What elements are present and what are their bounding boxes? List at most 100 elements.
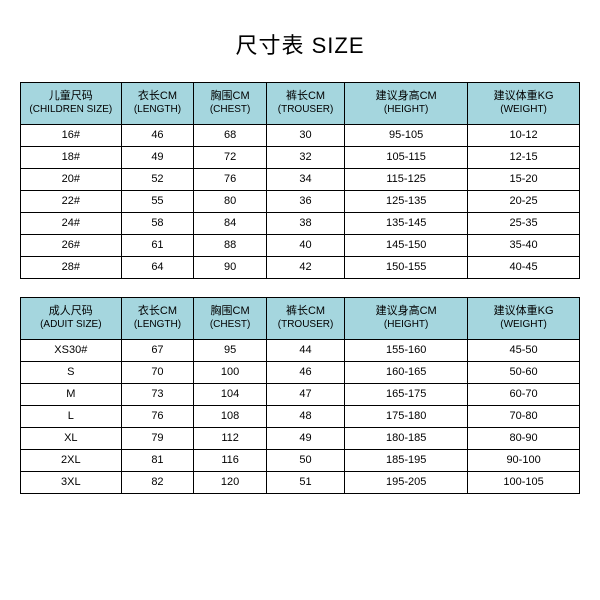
header-cn: 胸围CM	[196, 305, 264, 319]
column-header: 成人尺码(ADUIT SIZE)	[21, 298, 122, 340]
cell: 35-40	[468, 235, 580, 257]
table-row: 18#497232105-11512-15	[21, 147, 580, 169]
header-en: (WEIGHT)	[470, 104, 577, 117]
cell: 30	[266, 125, 344, 147]
cell: 90-100	[468, 450, 580, 472]
cell: 46	[266, 362, 344, 384]
cell: 52	[121, 169, 194, 191]
cell: 108	[194, 406, 267, 428]
cell: 104	[194, 384, 267, 406]
cell: 46	[121, 125, 194, 147]
header-en: (ADUIT SIZE)	[23, 319, 119, 332]
cell: 79	[121, 428, 194, 450]
cell: 68	[194, 125, 267, 147]
cell: 145-150	[345, 235, 468, 257]
cell: 49	[121, 147, 194, 169]
cell: 105-115	[345, 147, 468, 169]
cell: 155-160	[345, 340, 468, 362]
header-en: (TROUSER)	[269, 104, 342, 117]
header-cn: 建议身高CM	[347, 305, 465, 319]
cell: 73	[121, 384, 194, 406]
table-row: S7010046160-16550-60	[21, 362, 580, 384]
table-row: 2XL8111650185-19590-100	[21, 450, 580, 472]
column-header: 衣长CM(LENGTH)	[121, 298, 194, 340]
cell: 80	[194, 191, 267, 213]
cell: 10-12	[468, 125, 580, 147]
column-header: 衣长CM(LENGTH)	[121, 83, 194, 125]
cell: L	[21, 406, 122, 428]
header-cn: 成人尺码	[23, 305, 119, 319]
cell: 76	[194, 169, 267, 191]
header-en: (CHEST)	[196, 319, 264, 332]
cell: 40-45	[468, 257, 580, 279]
cell: 48	[266, 406, 344, 428]
header-cn: 裤长CM	[269, 90, 342, 104]
cell: 70-80	[468, 406, 580, 428]
cell: 32	[266, 147, 344, 169]
adult-header-row: 成人尺码(ADUIT SIZE)衣长CM(LENGTH)胸围CM(CHEST)裤…	[21, 298, 580, 340]
cell: 116	[194, 450, 267, 472]
cell: 28#	[21, 257, 122, 279]
cell: 95-105	[345, 125, 468, 147]
table-gap	[20, 279, 580, 297]
cell: 180-185	[345, 428, 468, 450]
header-en: (WEIGHT)	[470, 319, 577, 332]
header-cn: 儿童尺码	[23, 90, 119, 104]
cell: 80-90	[468, 428, 580, 450]
cell: XS30#	[21, 340, 122, 362]
column-header: 建议体重KG(WEIGHT)	[468, 83, 580, 125]
table-row: 20#527634115-12515-20	[21, 169, 580, 191]
cell: 185-195	[345, 450, 468, 472]
cell: 195-205	[345, 472, 468, 494]
cell: 12-15	[468, 147, 580, 169]
table-row: XL7911249180-18580-90	[21, 428, 580, 450]
table-row: XS30#679544155-16045-50	[21, 340, 580, 362]
cell: 84	[194, 213, 267, 235]
cell: 60-70	[468, 384, 580, 406]
cell: 175-180	[345, 406, 468, 428]
header-en: (CHILDREN SIZE)	[23, 104, 119, 117]
table-row: 16#46683095-10510-12	[21, 125, 580, 147]
adult-size-table: 成人尺码(ADUIT SIZE)衣长CM(LENGTH)胸围CM(CHEST)裤…	[20, 297, 580, 494]
table-row: M7310447165-17560-70	[21, 384, 580, 406]
cell: 50-60	[468, 362, 580, 384]
cell: 90	[194, 257, 267, 279]
header-cn: 建议体重KG	[470, 90, 577, 104]
cell: 18#	[21, 147, 122, 169]
cell: 49	[266, 428, 344, 450]
table-row: 3XL8212051195-205100-105	[21, 472, 580, 494]
cell: 160-165	[345, 362, 468, 384]
cell: 20#	[21, 169, 122, 191]
cell: 95	[194, 340, 267, 362]
cell: XL	[21, 428, 122, 450]
cell: 45-50	[468, 340, 580, 362]
cell: 125-135	[345, 191, 468, 213]
cell: 38	[266, 213, 344, 235]
cell: 20-25	[468, 191, 580, 213]
column-header: 胸围CM(CHEST)	[194, 83, 267, 125]
header-en: (LENGTH)	[124, 104, 192, 117]
cell: 115-125	[345, 169, 468, 191]
cell: 2XL	[21, 450, 122, 472]
column-header: 建议身高CM(HEIGHT)	[345, 298, 468, 340]
cell: 24#	[21, 213, 122, 235]
cell: 64	[121, 257, 194, 279]
header-cn: 衣长CM	[124, 90, 192, 104]
page-title: 尺寸表 SIZE	[235, 28, 364, 60]
cell: 82	[121, 472, 194, 494]
cell: 15-20	[468, 169, 580, 191]
cell: 61	[121, 235, 194, 257]
cell: 34	[266, 169, 344, 191]
cell: 47	[266, 384, 344, 406]
table-row: 22#558036125-13520-25	[21, 191, 580, 213]
header-cn: 衣长CM	[124, 305, 192, 319]
cell: 76	[121, 406, 194, 428]
cell: 58	[121, 213, 194, 235]
cell: 42	[266, 257, 344, 279]
header-en: (LENGTH)	[124, 319, 192, 332]
cell: 135-145	[345, 213, 468, 235]
column-header: 建议身高CM(HEIGHT)	[345, 83, 468, 125]
table-row: 26#618840145-15035-40	[21, 235, 580, 257]
cell: 16#	[21, 125, 122, 147]
column-header: 裤长CM(TROUSER)	[266, 83, 344, 125]
